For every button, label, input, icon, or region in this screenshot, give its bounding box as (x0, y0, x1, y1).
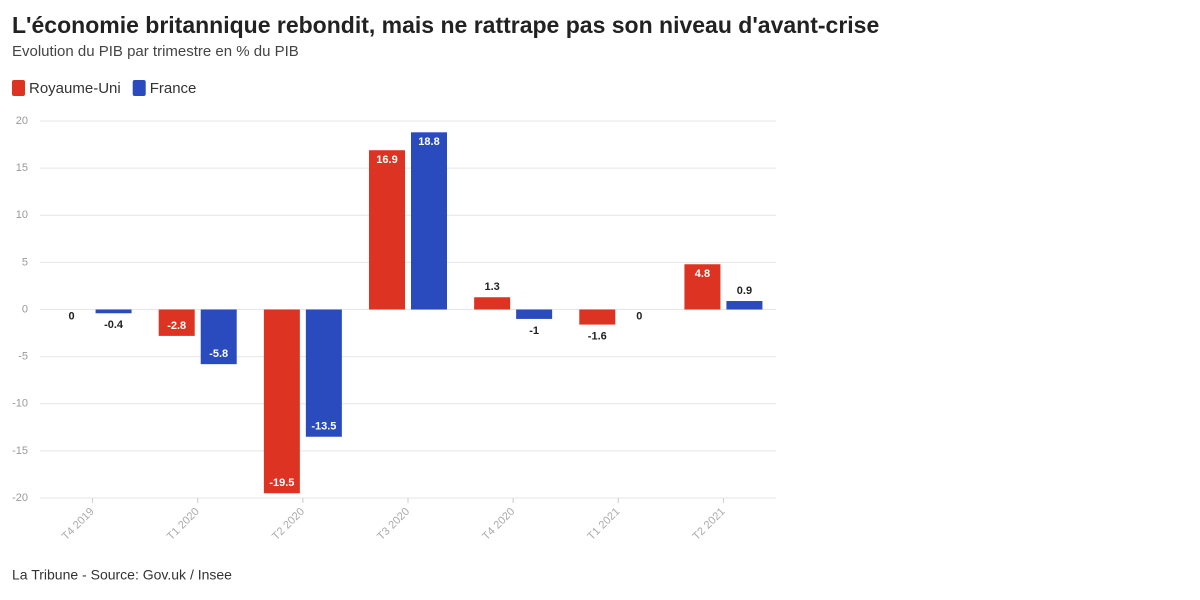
value-label: -19.5 (269, 477, 294, 489)
y-tick-label: 10 (16, 209, 28, 221)
value-label: -1.6 (588, 330, 607, 342)
y-tick-label: -10 (12, 398, 28, 410)
value-label: 1.3 (484, 281, 499, 293)
y-tick-label: -20 (12, 492, 28, 504)
x-tick-label: T2 2020 (270, 506, 307, 543)
legend-label[interactable]: France (150, 80, 197, 97)
bar (95, 309, 132, 314)
value-label: -13.5 (311, 421, 336, 433)
value-label: 18.8 (418, 136, 439, 148)
bar (726, 301, 763, 310)
x-tick-label: T1 2021 (585, 506, 622, 543)
chart-subtitle: Evolution du PIB par trimestre en % du P… (12, 43, 299, 60)
value-label: -2.8 (167, 320, 186, 332)
value-label: -0.4 (104, 319, 124, 331)
y-tick-label: 20 (16, 115, 28, 127)
y-tick-label: -15 (12, 445, 28, 457)
x-tick-label: T4 2019 (60, 506, 97, 543)
x-tick-label: T2 2021 (691, 506, 728, 543)
y-tick-label: 5 (22, 256, 28, 268)
y-tick-label: 0 (22, 303, 28, 315)
bar (516, 309, 553, 319)
source: La Tribune - Source: Gov.uk / Insee (12, 567, 232, 583)
bar (411, 132, 447, 310)
bar (579, 309, 616, 325)
bar (158, 309, 195, 336)
legend-swatch[interactable] (132, 80, 146, 96)
value-label: -5.8 (209, 348, 228, 360)
bar (200, 309, 237, 365)
bar (684, 264, 721, 310)
bar (263, 309, 300, 494)
value-label: -1 (529, 325, 539, 337)
legend-swatch[interactable] (12, 80, 25, 96)
y-tick-label: 15 (16, 162, 28, 174)
bar (474, 297, 511, 310)
x-tick-label: T4 2020 (480, 506, 517, 543)
value-label: 16.9 (376, 154, 397, 166)
value-label: 0.9 (737, 285, 752, 297)
bar (305, 309, 342, 437)
value-label: 0 (636, 310, 642, 322)
value-label: 4.8 (695, 268, 710, 280)
y-tick-label: -5 (18, 351, 28, 363)
value-label: 0 (69, 310, 75, 322)
legend-label[interactable]: Royaume-Uni (29, 80, 121, 97)
x-tick-label: T1 2020 (165, 506, 202, 543)
bar (369, 150, 405, 310)
x-tick-label: T3 2020 (375, 506, 412, 543)
chart-title: L'économie britannique rebondit, mais ne… (12, 12, 879, 38)
